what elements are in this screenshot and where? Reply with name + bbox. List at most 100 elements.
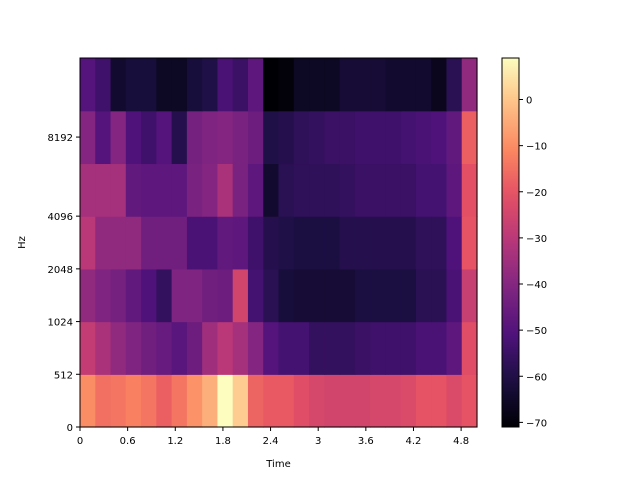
heatmap-cell (431, 216, 448, 270)
heatmap-cell (247, 163, 264, 217)
heatmap-cell (263, 268, 280, 323)
heatmap-cell (278, 58, 295, 112)
y-tick-label: 8192 (48, 133, 73, 144)
colorbar-tick-label: −40 (526, 280, 547, 291)
heatmap-cell (278, 268, 295, 323)
heatmap-cell (339, 110, 356, 165)
heatmap-cell (385, 216, 402, 270)
heatmap-cell (324, 58, 341, 112)
heatmap-cell (339, 321, 356, 375)
heatmap-cell (324, 374, 341, 428)
colorbar-tick-label: −30 (526, 234, 547, 245)
heatmap-cell (324, 110, 341, 165)
heatmap-cell (156, 374, 173, 428)
heatmap-cell (400, 163, 417, 217)
heatmap-cell (186, 58, 203, 112)
heatmap-cell (217, 58, 234, 112)
heatmap-cell (263, 58, 280, 112)
heatmap-cell (247, 321, 264, 375)
heatmap-cell (202, 321, 219, 375)
heatmap-cell (446, 110, 463, 165)
y-tick-label: 1024 (48, 318, 73, 329)
heatmap-cell (400, 268, 417, 323)
x-tick-label: 4.8 (453, 436, 469, 447)
heatmap-cell (354, 321, 371, 375)
heatmap-cell (309, 58, 325, 112)
heatmap-cell (293, 216, 310, 270)
heatmap-cell (202, 268, 219, 323)
heatmap-cell (309, 321, 325, 375)
heatmap-cell (156, 163, 173, 217)
y-tick-label: 4096 (48, 212, 73, 223)
heatmap-cell (293, 110, 310, 165)
heatmap-cell (339, 163, 356, 217)
heatmap-cell (415, 110, 432, 165)
axes-frame (79, 57, 478, 428)
x-tick-label: 3 (315, 436, 321, 447)
heatmap-cell (446, 216, 463, 270)
heatmap-cell (186, 216, 203, 270)
heatmap-cell (110, 163, 127, 217)
heatmap-cell (385, 163, 402, 217)
heatmap-cell (110, 374, 127, 428)
heatmap-cell (171, 321, 188, 375)
heatmap-cell (354, 216, 371, 270)
heatmap-cell (202, 216, 219, 270)
heatmap-cell (217, 374, 234, 428)
heatmap-cell (217, 163, 234, 217)
heatmap-cell (263, 110, 280, 165)
heatmap-cell (461, 321, 478, 375)
heatmap-cell (293, 163, 310, 217)
y-tick-label: 0 (67, 423, 73, 434)
heatmap-cell (415, 163, 432, 217)
heatmap-cell (400, 374, 417, 428)
heatmap-cell (385, 268, 402, 323)
x-tick-label: 0.6 (120, 436, 136, 447)
heatmap-cell (370, 163, 386, 217)
heatmap-cell (186, 321, 203, 375)
heatmap-cell (217, 216, 234, 270)
heatmap-cell (141, 374, 157, 428)
heatmap-cell (217, 268, 234, 323)
heatmap-cell (95, 321, 112, 375)
heatmap-cell (278, 321, 295, 375)
heatmap-cell (385, 374, 402, 428)
heatmap-cell (400, 58, 417, 112)
heatmap-cell (186, 374, 203, 428)
heatmap-cell (156, 58, 173, 112)
heatmap-cell (110, 110, 127, 165)
heatmap-cell (461, 268, 478, 323)
heatmap-cell (80, 321, 96, 375)
heatmap-cell (309, 216, 325, 270)
heatmap-cell (110, 58, 127, 112)
heatmap-cell (80, 58, 96, 112)
heatmap-cell (354, 58, 371, 112)
heatmap-cell (156, 268, 173, 323)
colorbar-tick-label: −10 (526, 142, 547, 153)
x-tick-label: 0 (77, 436, 83, 447)
heatmap-cell (400, 110, 417, 165)
x-tick-label: 1.8 (215, 436, 231, 447)
heatmap-cell (278, 216, 295, 270)
heatmap-cell (293, 268, 310, 323)
heatmap-cell (202, 110, 219, 165)
heatmap-cell (370, 110, 386, 165)
heatmap-cell (263, 216, 280, 270)
heatmap-cell (446, 321, 463, 375)
heatmap-cell (110, 216, 127, 270)
heatmap-cell (232, 216, 249, 270)
heatmap-cell (324, 163, 341, 217)
heatmap-cell (141, 58, 157, 112)
heatmap-cell (186, 268, 203, 323)
heatmap-cell (156, 216, 173, 270)
heatmap-cell (171, 58, 188, 112)
heatmap-cell (431, 268, 448, 323)
heatmap-cell (415, 321, 432, 375)
heatmap-cell (431, 321, 448, 375)
heatmap-cell (217, 110, 234, 165)
heatmap-cell (293, 321, 310, 375)
heatmap-cell (171, 374, 188, 428)
heatmap-cell (80, 216, 96, 270)
colorbar (502, 58, 519, 427)
